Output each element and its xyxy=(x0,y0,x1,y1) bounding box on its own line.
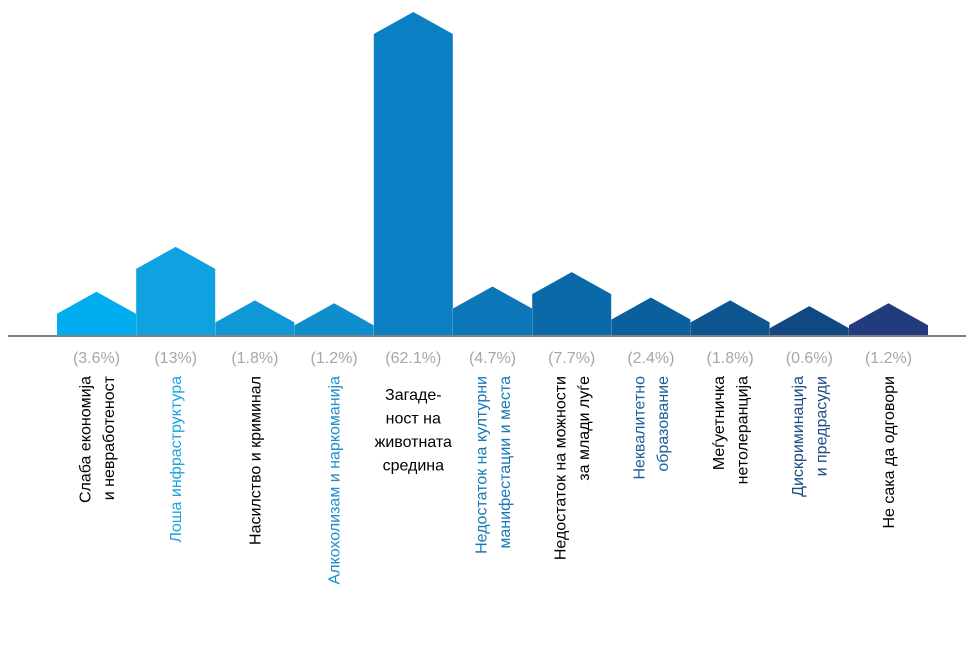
svg-text:Не сака да одговори: Не сака да одговори xyxy=(881,376,898,529)
percent-label-3: (1.8%) xyxy=(231,350,278,367)
percent-label-7: (7.7%) xyxy=(548,350,595,367)
bar-10 xyxy=(769,306,849,335)
svg-text:Насилство и криминал: Насилство и криминал xyxy=(247,376,264,545)
category-label-6-line-1: Недостаток на културни xyxy=(473,376,490,554)
category-label-6-line-2: манифестации и места xyxy=(497,376,514,549)
category-label-10-line-2: и предрасуди xyxy=(814,376,831,476)
category-label-8-line-1: Неквалитетно xyxy=(632,376,649,480)
bar-11 xyxy=(849,303,928,335)
bar-2 xyxy=(136,246,216,335)
category-label-5-line-3: животната xyxy=(375,434,452,451)
percent-label-1: (3.6%) xyxy=(73,350,120,367)
percent-label-2: (13%) xyxy=(154,350,197,367)
category-label-7-line-1: Недостаток на можности xyxy=(552,376,569,560)
category-label-5-line-4: средина xyxy=(383,458,445,475)
category-label-1-line-1: Слаба економија xyxy=(77,376,94,503)
category-label-3-line-1: Насилство и криминал xyxy=(247,376,264,545)
percent-label-5: (62.1%) xyxy=(385,350,441,367)
category-label-4: Алкохолизам и наркоманија xyxy=(327,376,344,585)
category-label-9: Меѓуетничка нетолеранција xyxy=(711,376,752,484)
category-label-6: Недостаток на културни манифестации и мес… xyxy=(473,376,514,554)
svg-text:Алкохолизам и наркоманија: Алкохолизам и наркоманија xyxy=(327,376,344,585)
category-label-5-line-2: ност на xyxy=(386,411,441,428)
category-label-7-line-2: за млади луѓе xyxy=(576,376,593,481)
bar-5 xyxy=(373,12,453,335)
svg-text:Лоша инфраструктура: Лоша инфраструктура xyxy=(168,376,185,543)
category-label-11-line-1: Не сака да одговори xyxy=(881,376,898,529)
bars-layer xyxy=(57,12,928,335)
category-label-2: Лоша инфраструктура xyxy=(168,376,185,543)
bar-4 xyxy=(294,303,374,335)
category-label-7: Недостаток на можности за млади луѓе xyxy=(552,376,593,560)
percent-label-6: (4.7%) xyxy=(469,350,516,367)
category-label-4-line-1: Алкохолизам и наркоманија xyxy=(327,376,344,585)
category-label-1-line-2: и невработеност xyxy=(101,375,118,500)
category-label-10: Дискриминација и предрасуди xyxy=(790,376,831,497)
category-label-5: Загаде-ност на животната средина xyxy=(375,387,452,475)
percent-label-10: (0.6%) xyxy=(786,350,833,367)
category-label-8: Неквалитетно образование xyxy=(632,376,673,480)
bar-6 xyxy=(453,286,532,335)
category-label-3: Насилство и криминал xyxy=(247,376,264,545)
category-label-2-line-1: Лоша инфраструктура xyxy=(168,376,185,543)
percent-label-9: (1.8%) xyxy=(707,350,754,367)
bar-1 xyxy=(57,291,136,335)
category-label-10-line-1: Дискриминација xyxy=(790,376,807,497)
category-label-5-line-1: Загаде- xyxy=(385,387,442,404)
percent-label-4: (1.2%) xyxy=(311,350,358,367)
bar-9 xyxy=(690,300,770,335)
bar-7 xyxy=(532,272,612,335)
category-label-9-line-2: нетолеранција xyxy=(734,376,751,484)
category-label-11: Не сака да одговори xyxy=(881,376,898,529)
percent-label-8: (2.4%) xyxy=(627,350,674,367)
percent-labels: (3.6%) (13%) (1.8%) (1.2%) (62.1%) (4.7%) (7.7… xyxy=(73,350,912,367)
bar-3 xyxy=(215,300,295,335)
bar-8 xyxy=(611,297,691,335)
category-label-1: Слаба економија и невработеност xyxy=(77,375,118,503)
category-label-9-line-1: Меѓуетничка xyxy=(711,376,728,470)
category-labels: Слаба економија и невработеност Лоша инфра… xyxy=(77,375,898,584)
category-label-8-line-2: образование xyxy=(655,376,672,472)
percent-label-11: (1.2%) xyxy=(865,350,912,367)
